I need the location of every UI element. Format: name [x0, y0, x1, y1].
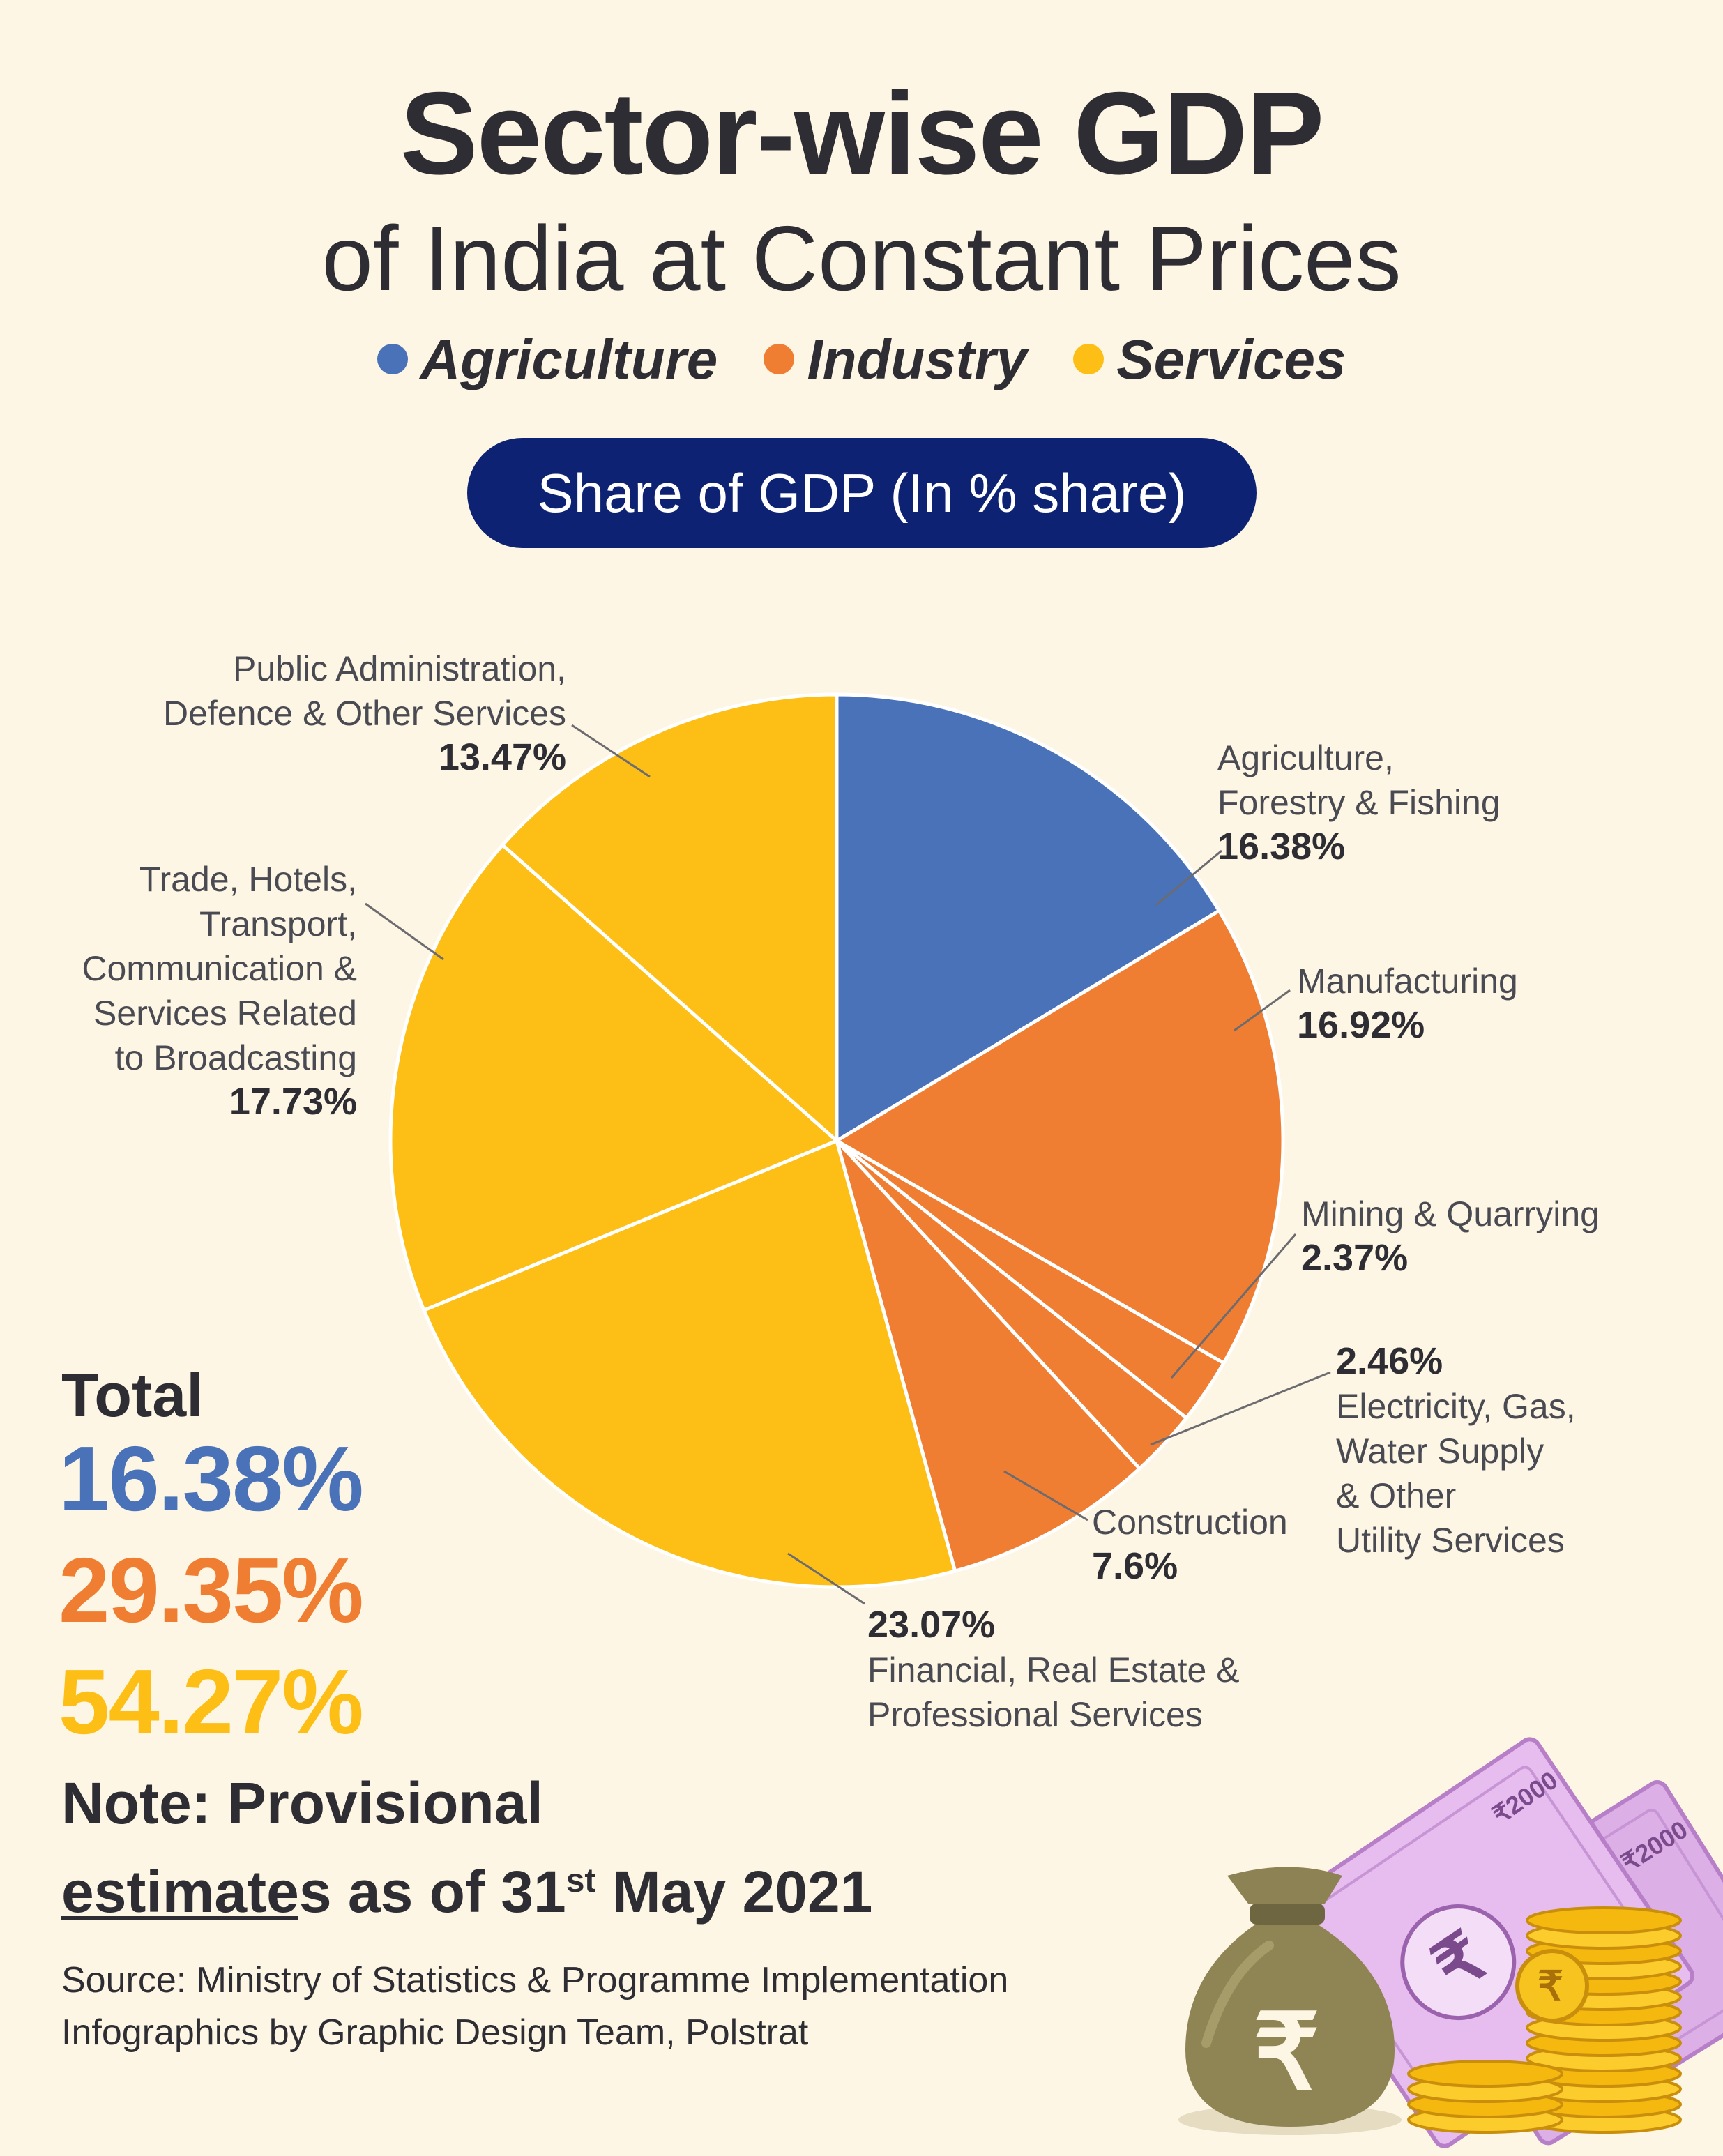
pie-slices	[388, 692, 1285, 1589]
total-agriculture: 16.38%	[59, 1427, 364, 1530]
legend-item-services: Services	[1073, 328, 1346, 392]
slice-label-electricity-gas-water-supply-other-utility-services-3: Utility Services	[1336, 1521, 1565, 1560]
leader-line-construction	[1003, 1470, 1088, 1521]
legend-dot-industry	[764, 344, 795, 374]
note-line-2-sup: st	[566, 1862, 596, 1899]
leader-lines	[365, 724, 1331, 1605]
leader-line-public-administration-defence-other-services	[571, 724, 651, 778]
note: Note: Provisional estimates as of 31st M…	[61, 1764, 872, 1931]
slice-value-financial-real-estate-professional-services: 23.07%	[867, 1604, 995, 1646]
total-services: 54.27%	[59, 1650, 364, 1753]
legend-label-industry: Industry	[807, 328, 1028, 390]
page-title: Sector-wise GDP	[400, 68, 1325, 199]
money-bag-rupee-symbol: ₹	[1253, 1994, 1319, 2111]
legend-dot-agriculture	[377, 344, 408, 374]
legend-item-agriculture: Agriculture	[377, 328, 718, 392]
pie-slice-manufacturing	[833, 908, 1285, 1366]
slice-label-agriculture-forestry-fishing-0: Agriculture,	[1217, 738, 1394, 777]
slice-label-trade-hotels-transport-communication-services-related-to-broadcasting-3: Services Related	[93, 994, 357, 1033]
leader-line-manufacturing	[1234, 989, 1291, 1032]
slice-label-trade-hotels-transport-communication-services-related-to-broadcasting-1: Transport,	[199, 904, 357, 943]
chart-badge: Share of GDP (In % share)	[467, 438, 1257, 548]
note-line-2-prefix: estimates as of 31	[61, 1859, 566, 1925]
pie-slice-public-administration-defence-other-services	[500, 692, 839, 1145]
slice-label-trade-hotels-transport-communication-services-related-to-broadcasting-4: to Broadcasting	[115, 1038, 357, 1077]
slice-label-agriculture-forestry-fishing-1: Forestry & Fishing	[1217, 783, 1501, 822]
slice-label-public-administration-defence-other-services-0: Public Administration,	[233, 649, 566, 688]
page-subtitle: of India at Constant Prices	[321, 207, 1402, 310]
pie-slice-agriculture-forestry-fishing	[835, 692, 1222, 1144]
slice-label-financial-real-estate-professional-services-0: Financial, Real Estate &	[867, 1650, 1240, 1690]
total-industry: 29.35%	[59, 1539, 364, 1641]
slice-value-trade-hotels-transport-communication-services-related-to-broadcasting: 17.73%	[229, 1081, 357, 1123]
note-line-2: estimates as of 31st May 2021	[61, 1842, 872, 1931]
slice-value-agriculture-forestry-fishing: 16.38%	[1217, 826, 1345, 867]
note-line-2-suffix: May 2021	[595, 1859, 873, 1925]
slice-value-construction: 7.6%	[1092, 1545, 1178, 1587]
rupee-coin-icon	[1515, 1949, 1589, 2023]
slice-label-financial-real-estate-professional-services-1: Professional Services	[867, 1695, 1203, 1734]
money-bag-icon: ₹	[1178, 1867, 1402, 2135]
leader-line-financial-real-estate-professional-services	[787, 1552, 865, 1605]
coin-icon	[1526, 1906, 1682, 1934]
legend-label-services: Services	[1116, 328, 1346, 390]
legend-item-industry: Industry	[764, 328, 1027, 392]
pie-slice-financial-real-estate-professional-services	[421, 1138, 957, 1589]
source-line: Source: Ministry of Statistics & Program…	[61, 1960, 1009, 2001]
slice-value-public-administration-defence-other-services: 13.47%	[439, 736, 566, 778]
coin-stack-short	[1407, 2060, 1563, 2134]
slice-label-construction-0: Construction	[1092, 1503, 1288, 1542]
slice-label-electricity-gas-water-supply-other-utility-services-0: Electricity, Gas,	[1336, 1387, 1576, 1426]
legend-label-agriculture: Agriculture	[420, 328, 718, 390]
slice-label-trade-hotels-transport-communication-services-related-to-broadcasting-0: Trade, Hotels,	[139, 860, 357, 899]
slice-value-electricity-gas-water-supply-other-utility-services: 2.46%	[1336, 1340, 1443, 1382]
legend: Agriculture Industry Services	[0, 328, 1723, 392]
pie-slice-trade-hotels-transport-communication-services-related-to-broadcasting	[388, 842, 840, 1313]
slice-label-public-administration-defence-other-services-1: Defence & Other Services	[163, 694, 566, 733]
note-divider	[61, 1916, 298, 1920]
slice-label-trade-hotels-transport-communication-services-related-to-broadcasting-2: Communication &	[82, 949, 357, 988]
slice-value-mining-quarrying: 2.37%	[1301, 1237, 1408, 1279]
slice-value-manufacturing: 16.92%	[1297, 1004, 1425, 1046]
leader-line-agriculture-forestry-fishing	[1155, 849, 1222, 906]
legend-dot-services	[1073, 344, 1105, 374]
coin-stacks: ₹	[1407, 1906, 1682, 2134]
totals-heading: Total	[61, 1360, 204, 1429]
slice-label-electricity-gas-water-supply-other-utility-services-2: & Other	[1336, 1476, 1456, 1515]
slice-labels: Agriculture, Forestry & Fishing 16.38% Manu…	[82, 649, 1600, 1734]
note-line-1: Note: Provisional	[61, 1770, 543, 1836]
slice-label-mining-quarrying-0: Mining & Quarrying	[1301, 1194, 1600, 1233]
coin-icon	[1407, 2060, 1563, 2088]
credit-line: Infographics by Graphic Design Team, Pol…	[61, 2012, 809, 2053]
slice-label-electricity-gas-water-supply-other-utility-services-1: Water Supply	[1336, 1432, 1544, 1471]
leader-line-trade-hotels-transport-communication-services-related-to-broadcasting	[365, 902, 444, 961]
rupee-coin-symbol: ₹	[1538, 1964, 1563, 2009]
slice-label-manufacturing-0: Manufacturing	[1297, 962, 1518, 1001]
leader-line-electricity-gas-water-supply-other-utility-services	[1150, 1371, 1331, 1446]
money-illustration: ₹2000 ₹ ₹2000 ₹ ₹	[1178, 1737, 1723, 2148]
pie-slice-construction	[835, 1139, 1142, 1574]
leader-line-mining-quarrying	[1170, 1233, 1297, 1379]
